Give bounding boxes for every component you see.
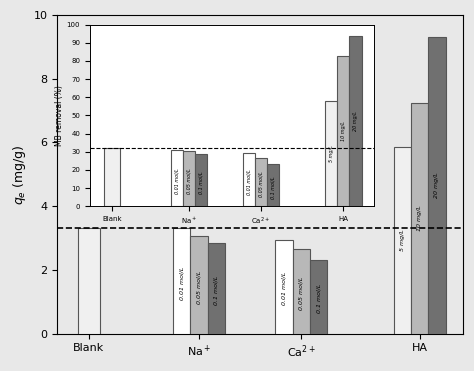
- Text: 0.01 mol/L: 0.01 mol/L: [282, 272, 287, 305]
- Bar: [411, 103, 428, 334]
- Bar: [428, 37, 446, 334]
- Text: 0.01 mol/L: 0.01 mol/L: [179, 266, 184, 300]
- Bar: [191, 236, 208, 334]
- Text: 0.05 mol/L: 0.05 mol/L: [197, 270, 201, 303]
- Bar: [293, 249, 310, 334]
- Text: 20 mg/L: 20 mg/L: [434, 173, 439, 198]
- Text: 5 mg/L: 5 mg/L: [400, 230, 405, 251]
- Bar: [310, 260, 328, 334]
- Bar: [78, 229, 100, 334]
- Bar: [173, 229, 191, 334]
- Text: 0.1 mol/L: 0.1 mol/L: [316, 284, 321, 313]
- Bar: [208, 243, 225, 334]
- Bar: [275, 240, 293, 334]
- Text: 10 mg/L: 10 mg/L: [417, 205, 422, 231]
- Text: 0.1 mol/L: 0.1 mol/L: [214, 275, 219, 305]
- Y-axis label: $q_e$ (mg/g): $q_e$ (mg/g): [11, 144, 28, 205]
- Bar: [393, 147, 411, 334]
- Text: 0.05 mol/L: 0.05 mol/L: [299, 276, 304, 310]
